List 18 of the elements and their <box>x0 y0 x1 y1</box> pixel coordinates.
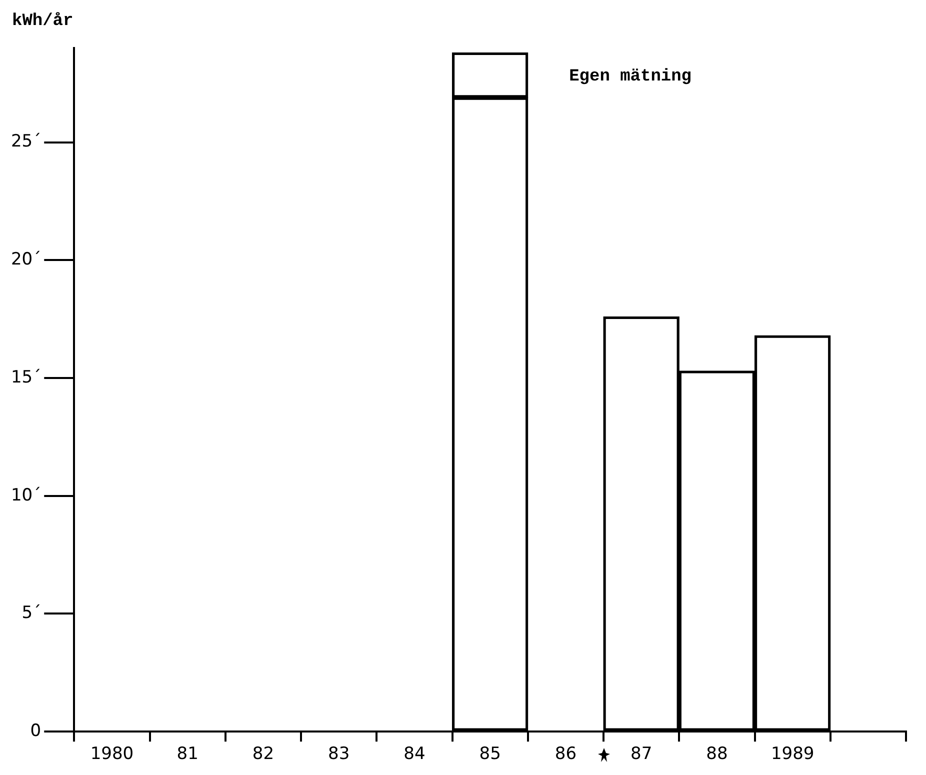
x-tick-label: 85 <box>479 744 501 764</box>
x-tick-label: 84 <box>404 744 426 764</box>
x-tick-label: 86 <box>554 744 577 764</box>
x-tick-label: 87 <box>630 744 652 764</box>
x-tick-label: 81 <box>176 744 198 764</box>
y-tick-label: 5´ <box>22 603 42 624</box>
y-tick-label: 0 <box>30 721 42 742</box>
y-axis-title: kWh/år <box>12 12 74 31</box>
y-tick-label: 25´ <box>10 132 42 152</box>
y-tick-label: 20´ <box>10 250 42 270</box>
annotation: Egen mätning <box>569 67 692 86</box>
x-tick-label: 1980 <box>90 744 134 764</box>
y-tick-label: 15´ <box>10 367 42 388</box>
x-tick-label: 82 <box>252 744 274 764</box>
x-tick-label: 88 <box>706 744 728 764</box>
x-tick-label: 83 <box>328 744 350 764</box>
x-tick-label: 1989 <box>770 744 814 764</box>
y-tick-label: 10´ <box>10 485 42 506</box>
